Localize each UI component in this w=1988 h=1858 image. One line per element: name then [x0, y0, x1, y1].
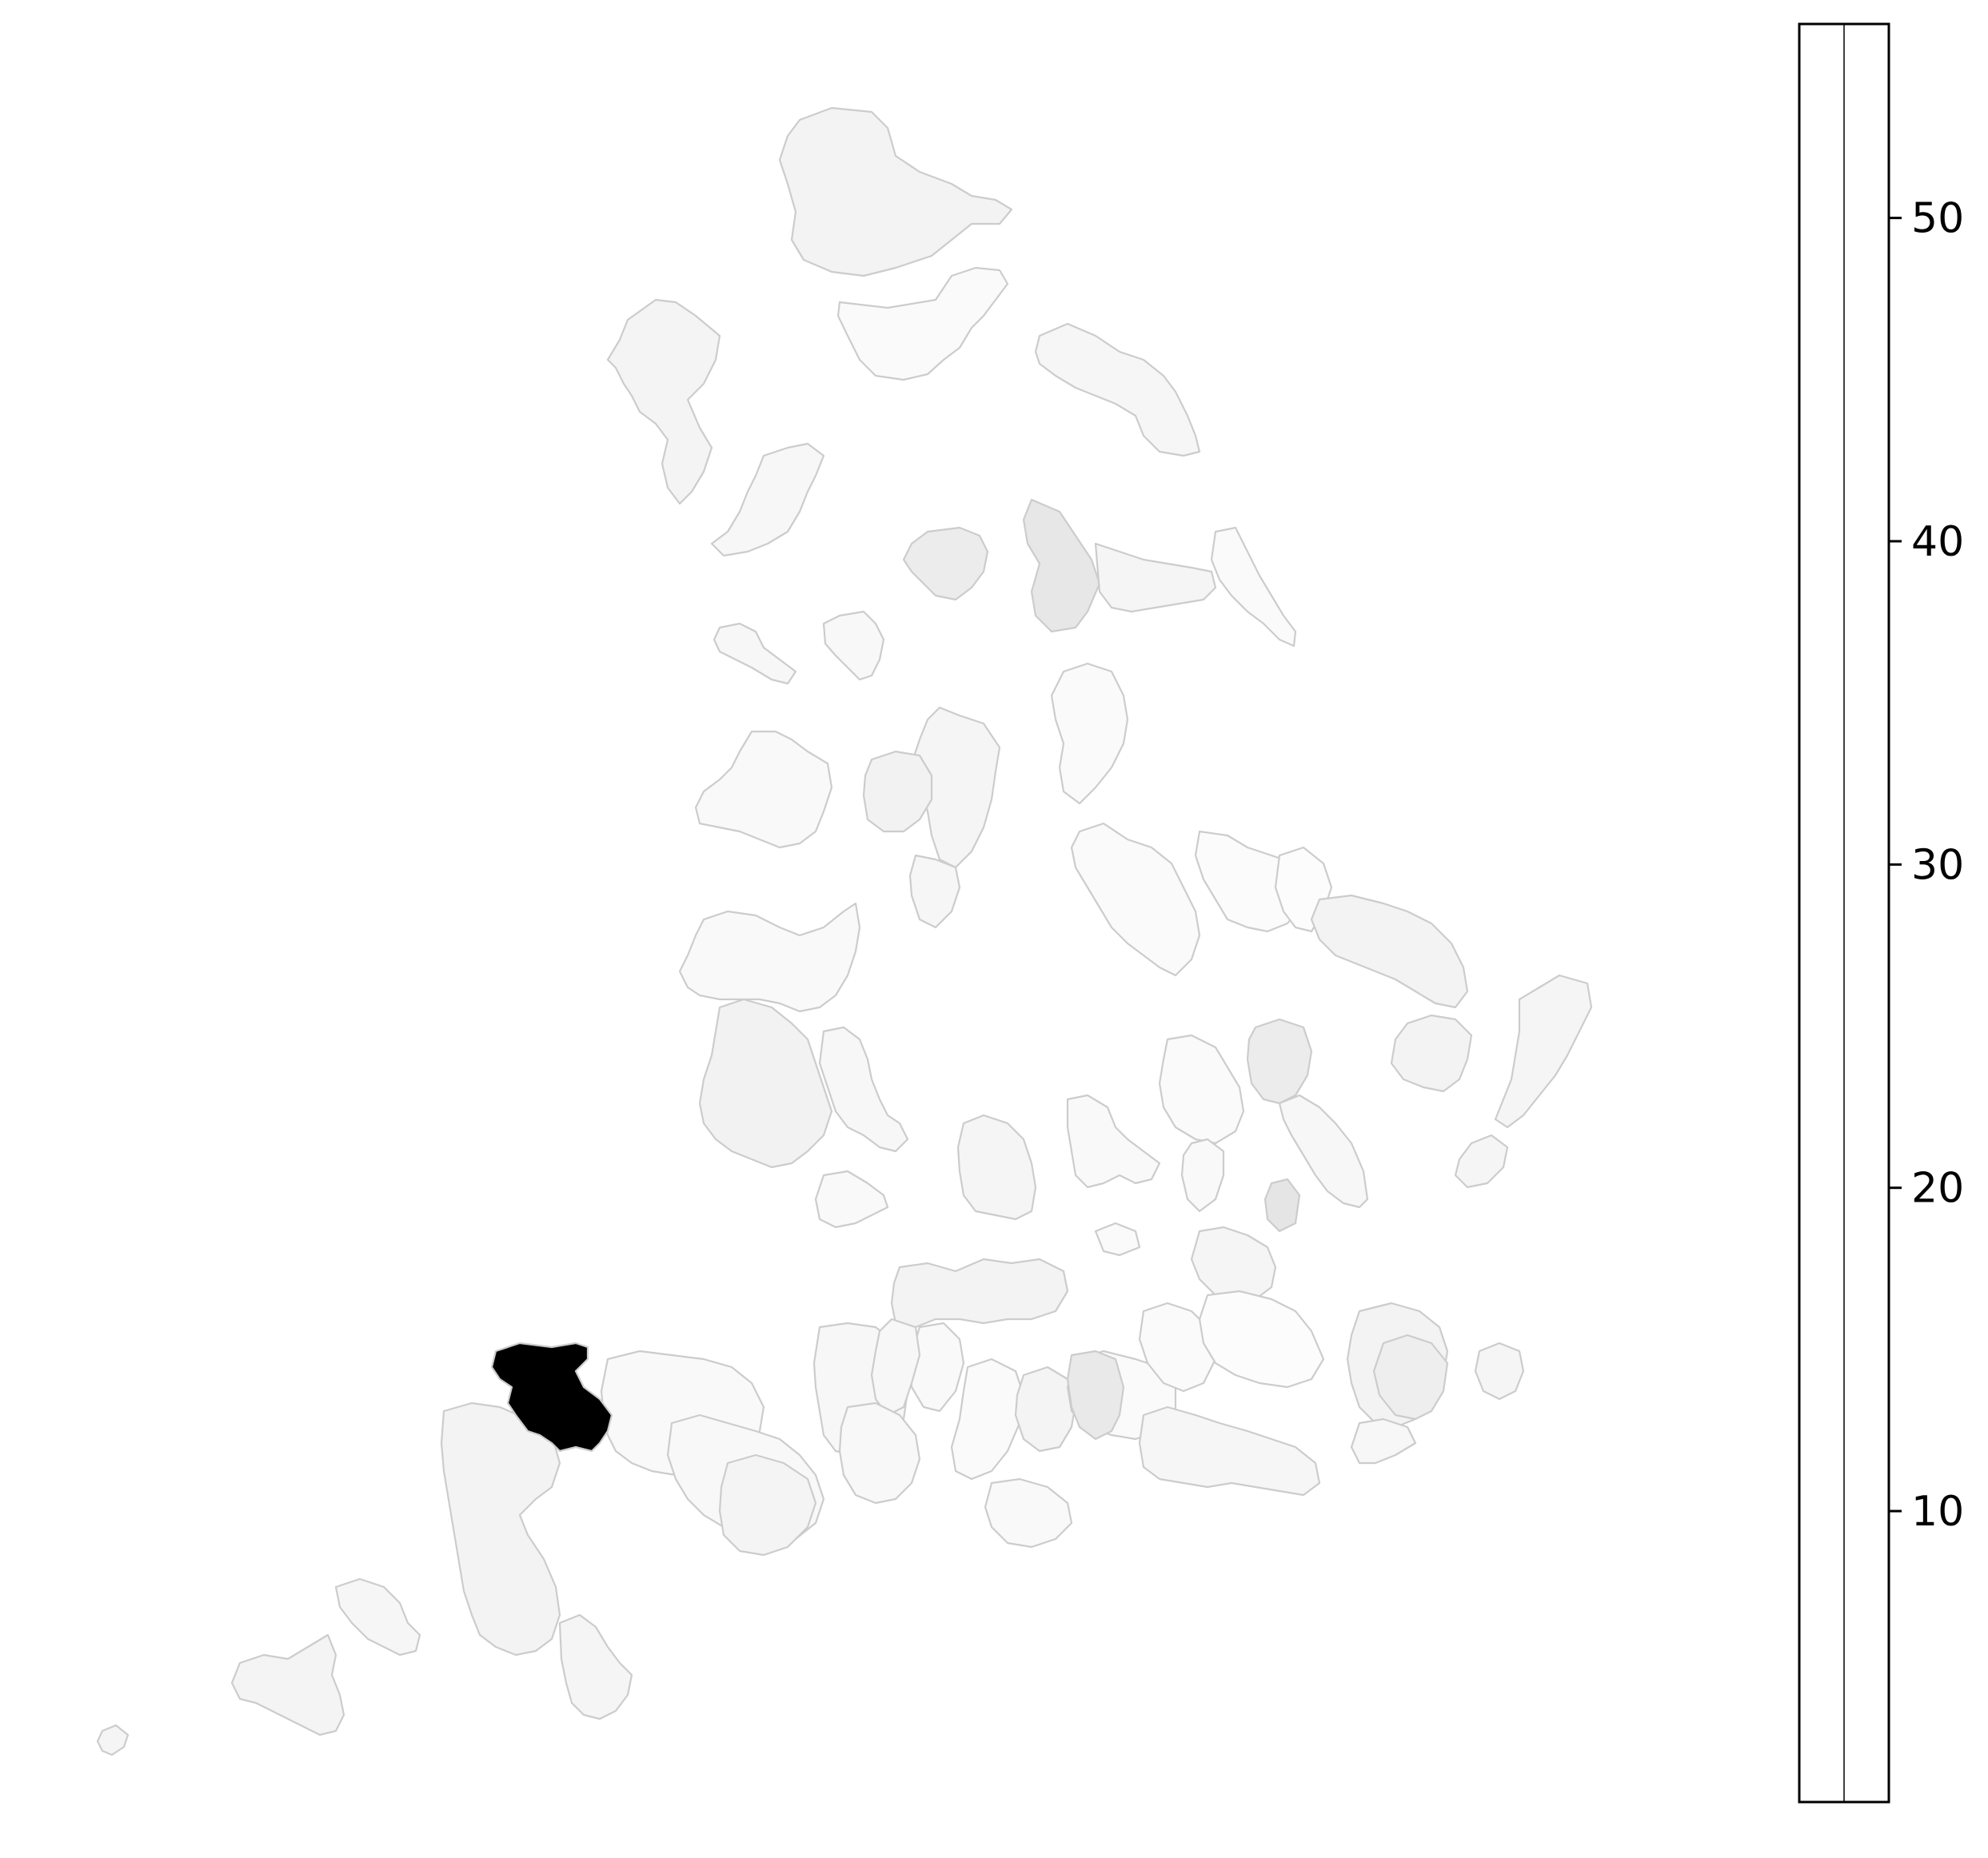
map-region	[678, 902, 861, 1013]
map-region	[1180, 1138, 1225, 1213]
map-region	[908, 854, 961, 929]
map-region	[838, 1401, 921, 1505]
map-region	[950, 1358, 1025, 1481]
map-region	[1390, 1014, 1473, 1093]
map-region	[908, 1322, 965, 1413]
map-region	[1310, 894, 1469, 1009]
map-region	[862, 750, 933, 833]
map-region	[1494, 974, 1593, 1129]
map-region	[778, 106, 1013, 277]
map-region	[1372, 1334, 1449, 1421]
map-region	[698, 998, 833, 1169]
map-region	[230, 1633, 345, 1736]
colorbar-tick-label: 30	[1911, 841, 1964, 889]
map-region	[1034, 322, 1201, 457]
map-region-max	[490, 1342, 613, 1453]
map-regions	[96, 106, 1593, 1756]
map-region	[1070, 822, 1201, 977]
map-region	[836, 266, 1009, 381]
map-region	[1094, 1222, 1141, 1257]
map-region	[1246, 1018, 1313, 1105]
map-region	[870, 1318, 921, 1417]
map-region	[890, 1258, 1069, 1329]
map-region	[96, 1724, 130, 1756]
map-region	[1278, 1094, 1369, 1209]
colorbar-tick-label: 10	[1911, 1488, 1964, 1536]
map-region	[1210, 526, 1297, 648]
colorbar-tick-label: 50	[1911, 195, 1964, 243]
map-region	[694, 730, 833, 849]
map-region	[1198, 1290, 1325, 1389]
map-region	[718, 1453, 817, 1557]
map-region	[710, 442, 825, 557]
map-region	[1050, 662, 1129, 805]
map-region	[1014, 1366, 1077, 1453]
map-region	[956, 1114, 1037, 1221]
map-region	[713, 622, 797, 685]
map-region	[1066, 1094, 1161, 1189]
map-region	[814, 1170, 889, 1229]
map-region	[1094, 542, 1217, 613]
map-region	[1190, 1226, 1277, 1305]
map-region	[1022, 498, 1101, 633]
colorbar-tick-label: 40	[1911, 518, 1964, 566]
map-region	[822, 610, 885, 681]
colorbar-tick-label: 20	[1911, 1165, 1964, 1213]
map-region	[606, 298, 721, 505]
map-region	[902, 526, 989, 601]
colorbar-ticks: 10 20 30 40 50	[1889, 195, 1964, 1536]
map-region	[984, 1477, 1073, 1549]
map-region	[1138, 1302, 1217, 1393]
map-region	[1350, 1417, 1417, 1465]
map-region	[818, 1026, 909, 1153]
map-region	[1474, 1342, 1525, 1401]
map-region	[1454, 1134, 1509, 1189]
map-region	[1263, 1178, 1301, 1233]
map-region	[558, 1613, 633, 1720]
map-region	[1066, 1350, 1125, 1441]
map-region	[1138, 1405, 1321, 1497]
map-region	[1158, 1034, 1245, 1145]
map-region	[440, 1401, 561, 1657]
map-region	[334, 1577, 421, 1657]
colorbar: 10 20 30 40 50	[1798, 22, 1964, 1804]
